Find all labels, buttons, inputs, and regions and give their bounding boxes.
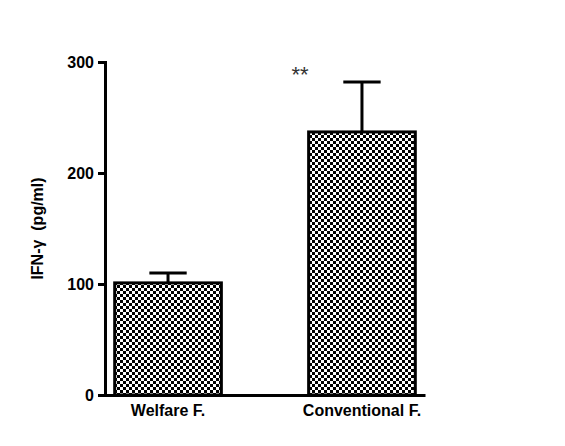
y-tick-mark: [98, 172, 105, 175]
y-axis: 0 100 200 300: [67, 54, 105, 404]
y-tick: 200: [67, 165, 105, 182]
y-tick-mark: [98, 394, 105, 397]
x-tick-label: Conventional F.: [303, 402, 421, 419]
y-tick-mark: [98, 283, 105, 286]
annotation: **: [291, 62, 309, 87]
x-axis-line: [106, 394, 426, 397]
x-axis: Welfare F. Conventional F.: [106, 395, 426, 419]
y-tick-mark: [98, 61, 105, 64]
error-bar: [149, 273, 186, 283]
y-tick-label: 200: [67, 165, 94, 182]
error-bar: [343, 82, 380, 132]
y-tick-label: 300: [67, 54, 94, 71]
bar: [309, 132, 416, 395]
y-tick-label: 100: [67, 276, 94, 293]
y-axis-title: IFN-γ (pg/ml): [29, 177, 46, 279]
y-tick: 0: [85, 387, 105, 404]
y-tick-label: 0: [85, 387, 94, 404]
y-axis-line: [98, 63, 106, 396]
x-tick: Conventional F.: [303, 395, 421, 419]
x-tick-label: Welfare F.: [131, 402, 205, 419]
plot-area: [115, 82, 416, 395]
y-tick: 300: [67, 54, 105, 71]
y-tick: 100: [67, 276, 105, 293]
bar: [115, 283, 222, 395]
x-tick: Welfare F.: [131, 395, 205, 419]
chart: 0 100 200 300 Welfare F. Conventional F. IFN-γ…: [0, 0, 565, 446]
